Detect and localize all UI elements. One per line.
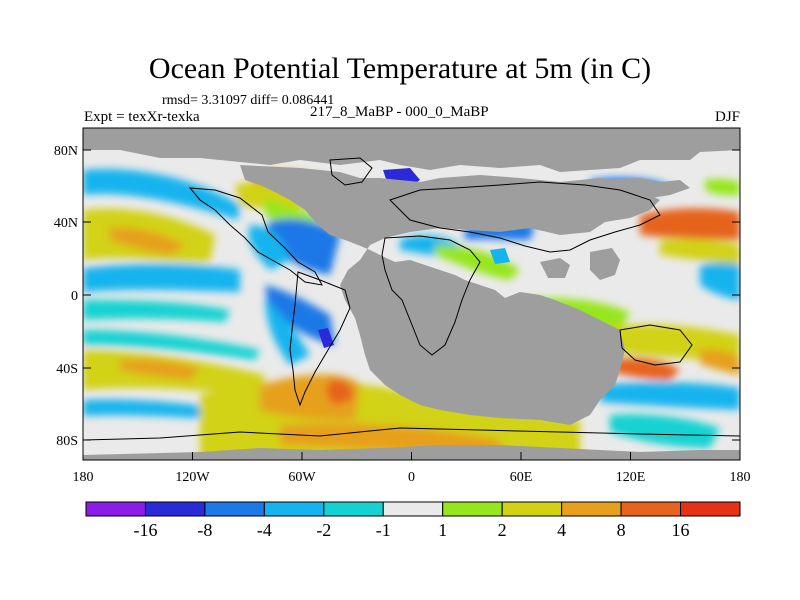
x-tick-label: 60W	[288, 470, 316, 485]
colorbar-swatch	[680, 501, 741, 517]
field-darkblue-satl	[318, 328, 334, 348]
field-cyan-sind2	[610, 414, 720, 448]
coast-north-america	[188, 187, 323, 286]
coastlines	[83, 157, 740, 441]
x-tick-label: 120E	[616, 470, 646, 485]
period-label: 217_8_MaBP - 000_0_MaBP	[310, 104, 489, 120]
coast-eurasia	[389, 181, 661, 253]
chart-title: Ocean Potential Temperature at 5m (in C)	[148, 52, 652, 85]
field-cyan-satl	[265, 300, 310, 365]
y-tick-label: 40N	[54, 216, 78, 231]
x-tick-label: 0	[408, 470, 415, 485]
colorbar-swatch	[263, 501, 325, 517]
colorbar-label: 2	[498, 520, 507, 540]
colorbar-swatch	[501, 501, 563, 517]
colorbar-swatch	[85, 501, 146, 517]
coast-greenland	[329, 157, 373, 186]
colorbar-label: -1	[376, 520, 391, 540]
field-green-eastpac	[705, 179, 740, 196]
colorbar-swatch	[382, 501, 444, 517]
x-tick-label: 180	[73, 470, 94, 485]
y-axis-labels: 80N 40N 0 40S 80S	[54, 144, 78, 449]
colorbar-swatch	[204, 501, 265, 517]
x-tick-label: 60E	[510, 470, 533, 485]
colorbar-label: 1	[438, 520, 447, 540]
field-cyan-spac2	[83, 399, 230, 420]
field-green-tethys	[435, 245, 520, 280]
land-australia-piece	[540, 258, 570, 278]
colorbar-swatch	[442, 501, 503, 517]
coast-south-america	[289, 271, 351, 407]
field-yellow-eastpac	[660, 239, 740, 265]
field-lightblue-patch	[490, 248, 510, 264]
land-asia-east	[600, 178, 690, 200]
x-tick-label: 120W	[175, 470, 210, 485]
colorbar-swatch	[323, 501, 384, 517]
colorbar-label: 8	[617, 520, 626, 540]
field-cyan-npac	[83, 169, 240, 220]
land-masses	[83, 128, 740, 460]
colorbar-label: -4	[257, 520, 272, 540]
colorbar-label: 16	[672, 520, 690, 540]
colorbar-label: -2	[316, 520, 331, 540]
field-cyan-spac	[83, 330, 260, 360]
field-orange-southern2	[326, 379, 353, 405]
field-blue-satl	[265, 285, 335, 345]
field-orange-eastpac	[640, 208, 740, 240]
land-pangea-north	[240, 165, 660, 425]
field-cyan-eqpac2	[83, 300, 230, 322]
field-cyan-eastpac	[700, 262, 740, 300]
x-tick-label: 180	[730, 470, 751, 485]
axis-ticks	[82, 149, 741, 460]
field-cyan-eqpac	[83, 263, 240, 292]
colorbar-label: -8	[197, 520, 212, 540]
field-cyan-natl	[248, 225, 290, 270]
colorbar-swatch	[561, 501, 622, 517]
y-tick-label: 0	[71, 289, 78, 304]
field-orange-spac	[120, 359, 200, 380]
colorbar: -16 -8 -4 -2 -1 1 2 4 8 16	[85, 501, 741, 540]
y-tick-label: 80S	[56, 434, 78, 449]
field-cyan-sind	[600, 382, 740, 410]
coast-africa	[381, 235, 481, 356]
coast-australia	[619, 324, 693, 366]
experiment-label: Expt = texXr-texka	[84, 109, 200, 125]
field-orange-npac	[110, 227, 185, 255]
colorbar-label: -16	[133, 520, 157, 540]
coast-antarctica	[83, 427, 740, 441]
x-axis-labels: 180 120W 60W 0 60E 120E 180	[73, 470, 751, 485]
field-orange-sind	[610, 358, 680, 380]
colorbar-label: 4	[557, 520, 566, 540]
y-tick-label: 80N	[54, 144, 78, 159]
land-arctic	[83, 128, 740, 172]
colorbar-swatch	[144, 501, 206, 517]
rmsd-text: rmsd= 3.31097 diff= 0.086441	[162, 93, 335, 108]
season-label: DJF	[714, 109, 740, 125]
colorbar-swatch	[620, 501, 682, 517]
field-blue-natl	[268, 218, 340, 275]
y-tick-label: 40S	[56, 362, 78, 377]
land-seasia	[590, 248, 620, 280]
field-yellow-sind2	[700, 349, 740, 375]
